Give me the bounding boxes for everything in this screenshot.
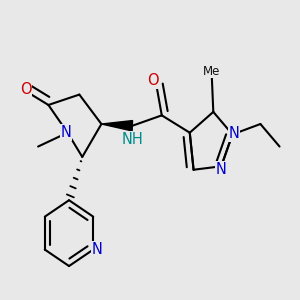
Text: N: N [229,126,239,141]
Polygon shape [101,121,133,131]
Text: NH: NH [122,132,144,147]
Text: O: O [20,82,32,97]
Text: N: N [91,242,102,257]
Text: O: O [147,73,159,88]
Text: Me: Me [203,64,220,77]
Text: N: N [61,125,71,140]
Text: N: N [215,162,226,177]
